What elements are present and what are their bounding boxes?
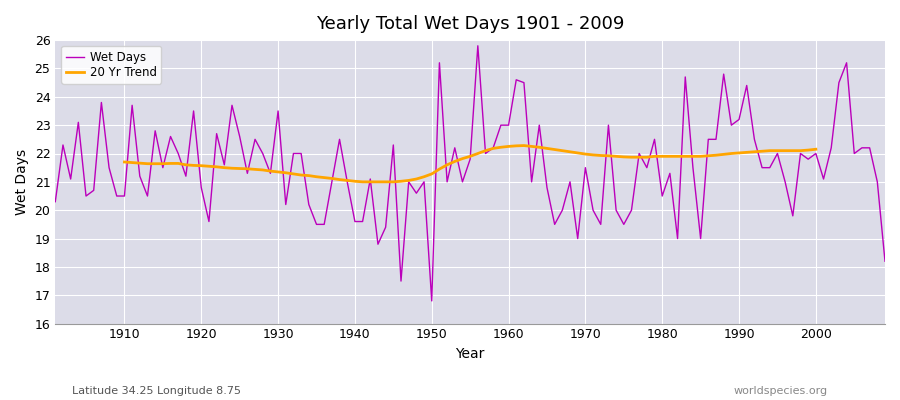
Wet Days — [511, 77, 522, 82]
X-axis label: Year: Year — [455, 347, 485, 361]
Wet Days — [611, 208, 622, 212]
20 Yr Trend — [803, 148, 814, 152]
20 Yr Trend — [357, 180, 368, 184]
20 Yr Trend — [203, 164, 214, 169]
Wet Days — [518, 80, 529, 85]
Wet Days — [327, 180, 338, 184]
Wet Days — [472, 43, 483, 48]
20 Yr Trend — [534, 145, 544, 150]
20 Yr Trend — [811, 147, 822, 152]
Title: Yearly Total Wet Days 1901 - 2009: Yearly Total Wet Days 1901 - 2009 — [316, 15, 625, 33]
Line: 20 Yr Trend: 20 Yr Trend — [124, 146, 816, 182]
Y-axis label: Wet Days: Wet Days — [15, 149, 29, 215]
20 Yr Trend — [281, 170, 292, 175]
Wet Days — [50, 199, 60, 204]
Wet Days — [112, 194, 122, 198]
Legend: Wet Days, 20 Yr Trend: Wet Days, 20 Yr Trend — [61, 46, 161, 84]
Wet Days — [879, 259, 890, 264]
Text: Latitude 34.25 Longitude 8.75: Latitude 34.25 Longitude 8.75 — [72, 386, 241, 396]
Wet Days — [427, 298, 437, 303]
Text: worldspecies.org: worldspecies.org — [734, 386, 828, 396]
20 Yr Trend — [296, 173, 307, 178]
20 Yr Trend — [718, 152, 729, 157]
20 Yr Trend — [119, 160, 130, 164]
Line: Wet Days: Wet Days — [55, 46, 885, 301]
Wet Days — [281, 202, 292, 207]
20 Yr Trend — [518, 143, 529, 148]
